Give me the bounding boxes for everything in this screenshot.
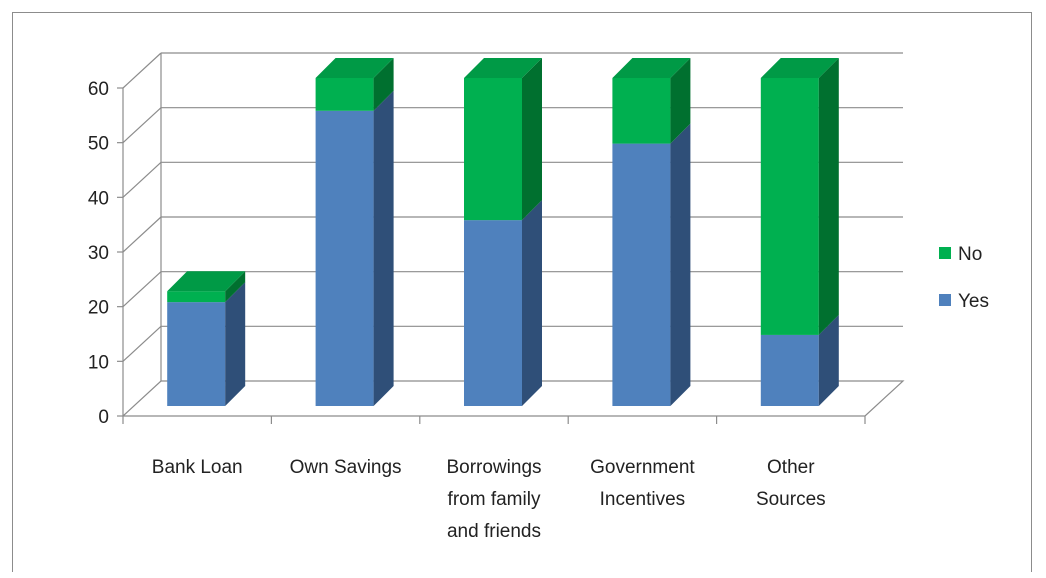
bar-no-side xyxy=(225,271,246,303)
x-category-label: Government Incentives xyxy=(590,457,695,510)
bar-yes-side xyxy=(670,123,691,406)
chart-svg: 0 10 20 30 40 50 60 Bank Loan Own Savings Borrowi… xyxy=(88,52,989,542)
bar-no-front xyxy=(315,78,374,111)
bar-yes-front xyxy=(167,302,226,406)
legend-label-no: No xyxy=(958,244,982,265)
bar-no-front xyxy=(760,78,819,335)
side-wall-line xyxy=(122,271,162,308)
bar-no-top xyxy=(315,58,394,78)
bar-no-top xyxy=(167,271,246,292)
legend-swatch-no xyxy=(939,247,951,259)
bar-no-side xyxy=(522,58,542,221)
bar-yes-side xyxy=(225,282,246,406)
x-category-label-line: Sources xyxy=(756,489,826,510)
x-category-label-line: Government xyxy=(590,457,695,478)
x-category-label-line: Incentives xyxy=(600,489,686,510)
bar-yes-front xyxy=(315,110,374,407)
bar-no-front xyxy=(612,78,671,144)
bar-no-side xyxy=(670,58,691,144)
legend-swatch-yes xyxy=(939,294,951,306)
legend-label-yes: Yes xyxy=(958,291,989,312)
x-category-label-line: Own Savings xyxy=(290,457,402,478)
bar-yes-side xyxy=(818,314,839,406)
bar-yes-front xyxy=(464,220,522,406)
bar-yes-front xyxy=(760,334,819,406)
side-wall-line xyxy=(122,216,162,253)
side-wall-line xyxy=(122,107,162,144)
side-wall-line xyxy=(122,52,162,89)
x-category-label-line: Other xyxy=(767,457,815,478)
y-tick-label: 50 xyxy=(88,134,109,155)
x-category-label: Other Sources xyxy=(756,457,826,510)
x-category-label-line: from family xyxy=(448,489,541,510)
y-tick-label: 40 xyxy=(88,188,109,209)
bar-yes-side xyxy=(373,90,394,407)
bar-no-front xyxy=(167,291,226,303)
bar-no-side xyxy=(818,58,839,335)
x-category-label: Bank Loan xyxy=(152,457,243,478)
bar-yes-side xyxy=(522,200,542,406)
bar-no-front xyxy=(464,78,522,221)
y-tick-label: 10 xyxy=(88,352,109,373)
bar-no-top xyxy=(760,58,839,78)
y-tick-label: 60 xyxy=(88,79,109,100)
bar-no-side xyxy=(373,58,394,111)
side-wall-line xyxy=(122,161,162,198)
side-wall-line xyxy=(122,380,162,417)
bar-no-top xyxy=(464,58,542,78)
y-tick-label: 0 xyxy=(98,407,109,428)
bar-yes-front xyxy=(612,143,671,406)
bar-no-top xyxy=(612,58,691,78)
chart-frame: 0 10 20 30 40 50 60 Bank Loan Own Savings Borrowi… xyxy=(12,12,1032,572)
x-category-label-line: Borrowings xyxy=(446,457,541,478)
x-category-label: Borrowings from family and friends xyxy=(446,457,541,542)
side-wall-line xyxy=(122,325,162,362)
x-category-label-line: Bank Loan xyxy=(152,457,243,478)
x-category-label: Own Savings xyxy=(290,457,402,478)
y-tick-label: 20 xyxy=(88,298,109,319)
y-tick-label: 30 xyxy=(88,243,109,264)
x-category-label-line: and friends xyxy=(447,521,541,542)
